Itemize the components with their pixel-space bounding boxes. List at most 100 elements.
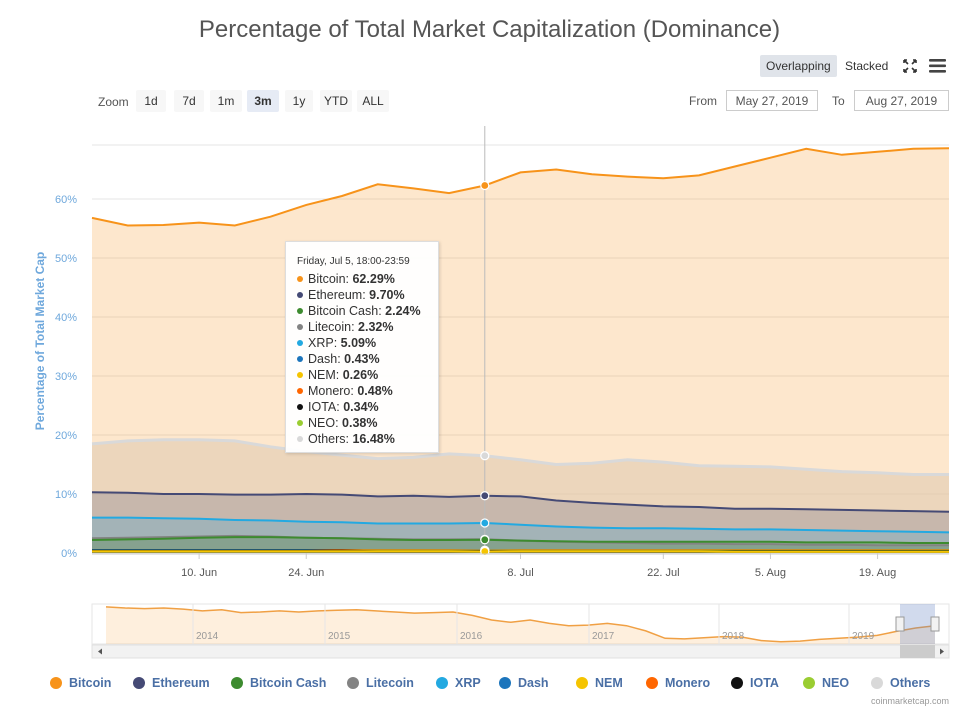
zoom-button-ytd[interactable]: YTD <box>320 90 352 112</box>
legend-dot-icon <box>731 676 743 689</box>
tooltip-row-xrp: XRP: 5.09% <box>297 335 438 351</box>
navigator-year-label: 2019 <box>852 631 875 642</box>
zoom-button-1m[interactable]: 1m <box>210 90 242 112</box>
tooltip-series-value: 0.38% <box>342 416 378 430</box>
legend-label: Monero <box>665 676 711 690</box>
tooltip-separator: : <box>350 384 358 398</box>
legend-item-iota[interactable]: IOTA <box>731 674 779 692</box>
navigator[interactable]: 2014 2015 2016 2017 2018 2019 <box>91 603 950 659</box>
zoom-button-all[interactable]: ALL <box>357 90 389 112</box>
navigator-year-label: 2017 <box>592 631 615 642</box>
y-tick-label: 0% <box>61 548 77 560</box>
scroll-right-arrow-icon[interactable] <box>940 648 944 655</box>
legend-dot-icon <box>436 676 448 689</box>
navigator-area <box>106 606 935 644</box>
series-line-others[interactable] <box>91 438 949 476</box>
legend-item-neo[interactable]: NEO <box>803 674 849 692</box>
fullscreen-icon[interactable] <box>899 56 921 76</box>
series-dot-icon <box>297 387 303 394</box>
series-area-litecoin <box>92 535 949 553</box>
hover-marker-xrp <box>480 518 490 528</box>
series-dot-icon <box>297 371 303 378</box>
tooltip-row-dash: Dash: 0.43% <box>297 351 438 367</box>
scrollbar-thumb[interactable] <box>900 645 935 658</box>
from-date-input[interactable]: May 27, 2019 <box>726 90 818 111</box>
x-tick-label: 10. Jun <box>181 567 217 579</box>
tooltip-series-value: 9.70% <box>369 288 405 302</box>
from-label: From <box>689 94 717 108</box>
legend-item-monero[interactable]: Monero <box>646 674 710 692</box>
tooltip-separator: : <box>362 288 370 302</box>
tooltip-series-name: Bitcoin Cash <box>308 304 379 318</box>
legend-label: Litecoin <box>366 676 414 690</box>
series-dot-icon <box>297 339 303 346</box>
legend-item-others[interactable]: Others <box>871 674 930 692</box>
zoom-button-1y[interactable]: 1y <box>285 90 313 112</box>
legend-item-xrp[interactable]: XRP <box>436 674 481 692</box>
legend-dot-icon <box>803 676 815 689</box>
tooltip-series-name: NEO <box>308 416 336 430</box>
tooltip-series-value: 0.43% <box>344 352 380 366</box>
tooltip-separator: : <box>335 368 343 382</box>
series-dot-icon <box>297 403 303 410</box>
legend-item-nem[interactable]: NEM <box>576 674 623 692</box>
tooltip-separator: : <box>333 336 341 350</box>
y-axis-label: Percentage of Total Market Cap <box>33 252 47 431</box>
legend-dot-icon <box>347 676 359 689</box>
tooltip-row-monero: Monero: 0.48% <box>297 383 438 399</box>
series-line-nem[interactable] <box>92 550 949 553</box>
scrollbar-track[interactable] <box>91 644 950 659</box>
series-dot-icon <box>297 275 303 282</box>
tooltip-series-value: 0.34% <box>343 400 379 414</box>
tooltip-row-neo: NEO: 0.38% <box>297 415 438 431</box>
legend-item-bitcoin-cash[interactable]: Bitcoin Cash <box>231 674 326 692</box>
tooltip-separator: : <box>335 416 343 430</box>
legend-item-dash[interactable]: Dash <box>499 674 549 692</box>
navigator-year-label: 2018 <box>722 631 745 642</box>
tooltip-separator: : <box>336 400 344 414</box>
legend-item-litecoin[interactable]: Litecoin <box>347 674 414 692</box>
chart-title: Percentage of Total Market Capitalizatio… <box>198 16 781 43</box>
zoom-button-7d[interactable]: 7d <box>174 90 204 112</box>
to-label: To <box>832 94 845 108</box>
hover-marker-bitcoin-cash <box>480 535 490 545</box>
tooltip-separator: : <box>345 432 353 446</box>
legend-item-bitcoin[interactable]: Bitcoin <box>50 674 111 692</box>
series-area-bitcoin <box>92 148 949 554</box>
series-dot-icon <box>297 419 303 426</box>
zoom-button-1d[interactable]: 1d <box>136 90 166 112</box>
y-tick-label: 30% <box>55 371 77 383</box>
tooltip: Friday, Jul 5, 18:00-23:59 Bitcoin: 62.2… <box>285 241 439 453</box>
legend-item-ethereum[interactable]: Ethereum <box>133 674 210 692</box>
navigator-selection[interactable] <box>900 604 935 644</box>
scroll-left-arrow-icon[interactable] <box>98 648 102 655</box>
y-tick-label: 60% <box>55 194 77 206</box>
overlapping-button[interactable]: Overlapping <box>760 55 837 77</box>
dominance-chart[interactable]: 0% 10% 20% 30% 40% 50% 60% 10. Jun 24. Jun 8. Ju… <box>0 0 979 660</box>
tooltip-row-iota: IOTA: 0.34% <box>297 399 438 415</box>
legend-label: Dash <box>518 676 549 690</box>
tooltip-series-name: Ethereum <box>308 288 363 302</box>
tooltip-series-value: 0.26% <box>342 368 379 382</box>
series-line-ethereum[interactable] <box>91 491 950 513</box>
series-line-xrp[interactable] <box>92 516 950 534</box>
credits-link[interactable]: coinmarketcap.com <box>870 696 949 706</box>
zoom-button-3m[interactable]: 3m <box>247 90 279 112</box>
tooltip-series-value: 5.09% <box>340 336 377 350</box>
tooltip-series-value: 16.48% <box>352 432 395 446</box>
tooltip-series-name: Bitcoin <box>308 272 346 286</box>
legend-label: Bitcoin <box>69 676 112 690</box>
stacked-button[interactable]: Stacked <box>845 59 889 73</box>
series-line-bitcoin[interactable] <box>91 147 950 227</box>
series-dot-icon <box>297 435 303 442</box>
navigator-handle[interactable] <box>930 616 940 632</box>
legend-dot-icon <box>499 676 511 689</box>
tooltip-series-name: Dash <box>308 352 338 366</box>
navigator-handle[interactable] <box>895 616 905 632</box>
series-line-bitcoin-cash[interactable] <box>91 536 949 544</box>
zoom-label: Zoom <box>98 95 129 109</box>
hamburger-menu-icon[interactable] <box>927 56 949 76</box>
to-date-input[interactable]: Aug 27, 2019 <box>854 90 949 111</box>
tooltip-separator: : <box>378 304 386 318</box>
navigator-line <box>105 606 936 643</box>
